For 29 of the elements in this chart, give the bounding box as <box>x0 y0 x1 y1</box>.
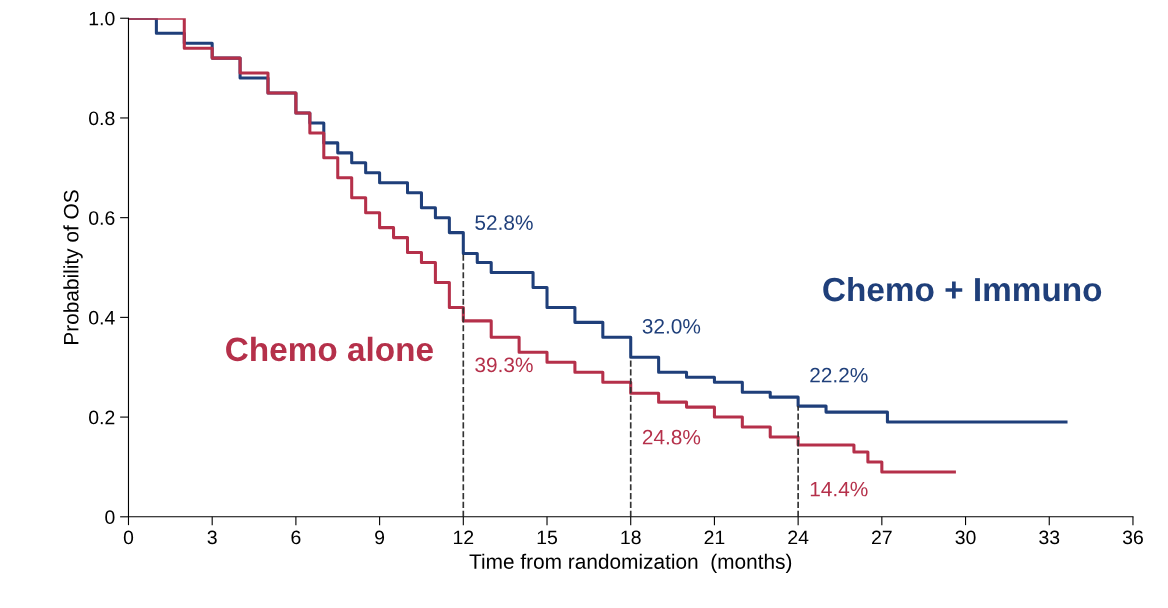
y-tick-label: 0.6 <box>89 211 115 225</box>
y-tick-label: 0.2 <box>89 410 115 425</box>
annotation: 22.2% <box>810 367 868 383</box>
x-tick-label: 27 <box>872 530 892 545</box>
x-tick-label: 18 <box>621 530 641 545</box>
annotation: 24.8% <box>642 429 701 445</box>
y-tick-label: 0.8 <box>89 111 115 126</box>
x-axis-title: Time from randomization (months) <box>469 553 792 574</box>
text: Chemo + Immuno <box>823 276 1102 302</box>
y-tick-label: 1.0 <box>89 11 115 26</box>
x-tick-label: 24 <box>788 530 809 545</box>
x-tick-label: 6 <box>291 530 301 545</box>
x-tick-label: 12 <box>453 530 474 545</box>
x-tick-label: 0 <box>123 530 134 545</box>
x-tick-label: 15 <box>537 530 558 545</box>
y-tick-label: 0 <box>105 510 115 525</box>
x-tick-label: 30 <box>955 530 976 545</box>
x-tick-label: 3 <box>207 530 217 545</box>
annotation: 32.0% <box>642 318 701 334</box>
x-tick-label: 21 <box>704 530 725 545</box>
x-tick-label: 9 <box>375 530 385 545</box>
x-tick-label: 33 <box>1039 530 1060 545</box>
y-tick-label: 0.4 <box>89 310 115 325</box>
series-label: Chemo alone <box>226 336 433 362</box>
annotation: 52.8% <box>475 215 533 230</box>
y-axis-title: Probability of OS <box>63 190 83 344</box>
annotation: 39.3% <box>475 357 533 373</box>
annotation: 14.4% <box>810 481 868 497</box>
x-tick-label: 36 <box>1122 530 1143 545</box>
